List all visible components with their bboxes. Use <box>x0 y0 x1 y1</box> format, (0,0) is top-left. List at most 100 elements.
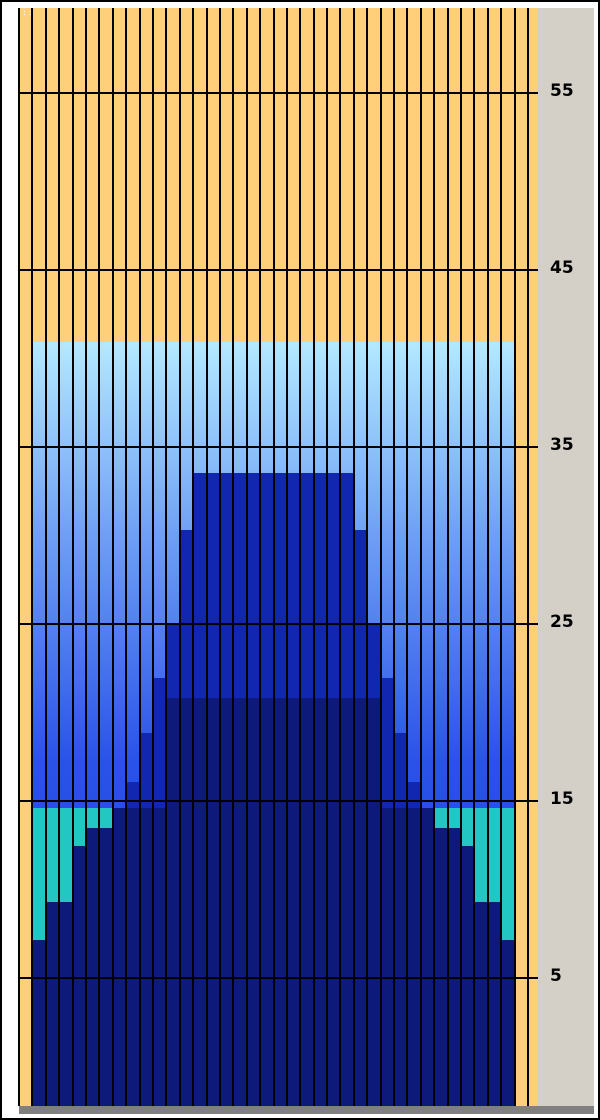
column-separator <box>259 8 262 1106</box>
navy-cell <box>501 940 515 1106</box>
column-separator <box>192 8 195 1106</box>
gridline <box>19 623 528 625</box>
teal-cell <box>487 808 502 902</box>
navy-cell <box>353 698 368 1106</box>
teal-cell <box>447 808 462 828</box>
y-tick-label: 25 <box>550 612 574 632</box>
teal-cell <box>99 808 113 828</box>
axis-tick <box>528 800 538 802</box>
teal-cell <box>501 808 515 940</box>
navy-cell <box>300 698 314 1106</box>
navy-cell <box>273 698 287 1106</box>
teal-cell <box>45 808 60 902</box>
navy-cell <box>313 698 328 1106</box>
navy-cell <box>206 698 220 1106</box>
navy-cell <box>139 808 153 1106</box>
column-separator <box>98 8 101 1106</box>
navy-cell <box>340 698 354 1106</box>
column-separator <box>339 8 342 1106</box>
navy-cell <box>126 808 140 1106</box>
column-separator <box>18 8 20 1106</box>
teal-cell <box>72 808 86 846</box>
navy-cell <box>219 698 234 1106</box>
navy-cell <box>246 698 261 1106</box>
navy-cell <box>327 698 341 1106</box>
column-separator <box>125 8 128 1106</box>
teal-cell <box>434 808 448 828</box>
axis-tick <box>528 623 538 625</box>
teal-cell <box>474 808 488 902</box>
column-separator <box>419 8 422 1106</box>
navy-cell <box>193 698 207 1106</box>
column-separator <box>138 8 141 1106</box>
gridline <box>19 446 528 448</box>
navy-cell <box>179 698 194 1106</box>
navy-cell <box>32 940 46 1106</box>
navy-cell <box>286 698 301 1106</box>
gridline <box>19 800 528 802</box>
navy-cell <box>85 828 100 1106</box>
column-separator <box>111 8 114 1106</box>
corner-handle-icon[interactable]: :: <box>22 8 34 17</box>
navy-cell <box>260 698 274 1106</box>
y-axis-panel <box>537 8 594 1112</box>
axis-tick <box>528 446 538 448</box>
column-separator <box>71 8 74 1106</box>
column-separator <box>232 8 235 1106</box>
navy-cell <box>45 902 60 1106</box>
column-separator <box>473 8 476 1106</box>
column-separator <box>312 8 315 1106</box>
column-separator <box>406 8 409 1106</box>
column-separator <box>352 8 355 1106</box>
column-separator <box>218 8 221 1106</box>
gridline <box>19 269 528 271</box>
column-separator <box>165 8 168 1106</box>
navy-cell <box>380 808 395 1106</box>
column-separator <box>299 8 302 1106</box>
navy-cell <box>447 828 462 1106</box>
navy-cell <box>407 808 421 1106</box>
column-separator <box>31 8 34 1106</box>
column-separator <box>527 8 529 1106</box>
column-separator <box>513 8 516 1106</box>
column-separator <box>84 8 87 1106</box>
column-separator <box>245 8 248 1106</box>
navy-cell <box>394 808 408 1106</box>
column-separator <box>379 8 382 1106</box>
column-separator <box>446 8 449 1106</box>
axis-tick <box>528 92 538 94</box>
navy-cell <box>166 698 180 1106</box>
navy-cell <box>434 828 448 1106</box>
teal-cell <box>59 808 73 902</box>
teal-cell <box>32 808 46 940</box>
bottom-scroll-strip[interactable] <box>19 1106 594 1114</box>
teal-cell <box>85 808 100 828</box>
gridline <box>19 92 528 94</box>
navy-cell <box>99 828 113 1106</box>
column-separator <box>366 8 369 1106</box>
navy-cell <box>474 902 488 1106</box>
y-tick-label: 5 <box>550 966 562 986</box>
column-separator <box>205 8 208 1106</box>
column-separator <box>433 8 436 1106</box>
navy-cell <box>152 808 167 1106</box>
column-separator <box>44 8 47 1106</box>
y-tick-label: 45 <box>550 258 574 278</box>
navy-cell <box>420 808 435 1106</box>
axis-tick <box>528 269 538 271</box>
y-tick-label: 15 <box>550 789 574 809</box>
column-separator <box>285 8 288 1106</box>
axis-tick <box>528 977 538 979</box>
navy-cell <box>112 808 127 1106</box>
column-separator <box>500 8 503 1106</box>
column-separator <box>460 8 463 1106</box>
navy-cell <box>487 902 502 1106</box>
y-tick-label: 55 <box>550 81 574 101</box>
column-separator <box>326 8 329 1106</box>
column-separator <box>151 8 154 1106</box>
column-separator <box>393 8 396 1106</box>
column-separator <box>58 8 61 1106</box>
column-separator <box>272 8 275 1106</box>
y-tick-label: 35 <box>550 435 574 455</box>
navy-cell <box>367 698 381 1106</box>
